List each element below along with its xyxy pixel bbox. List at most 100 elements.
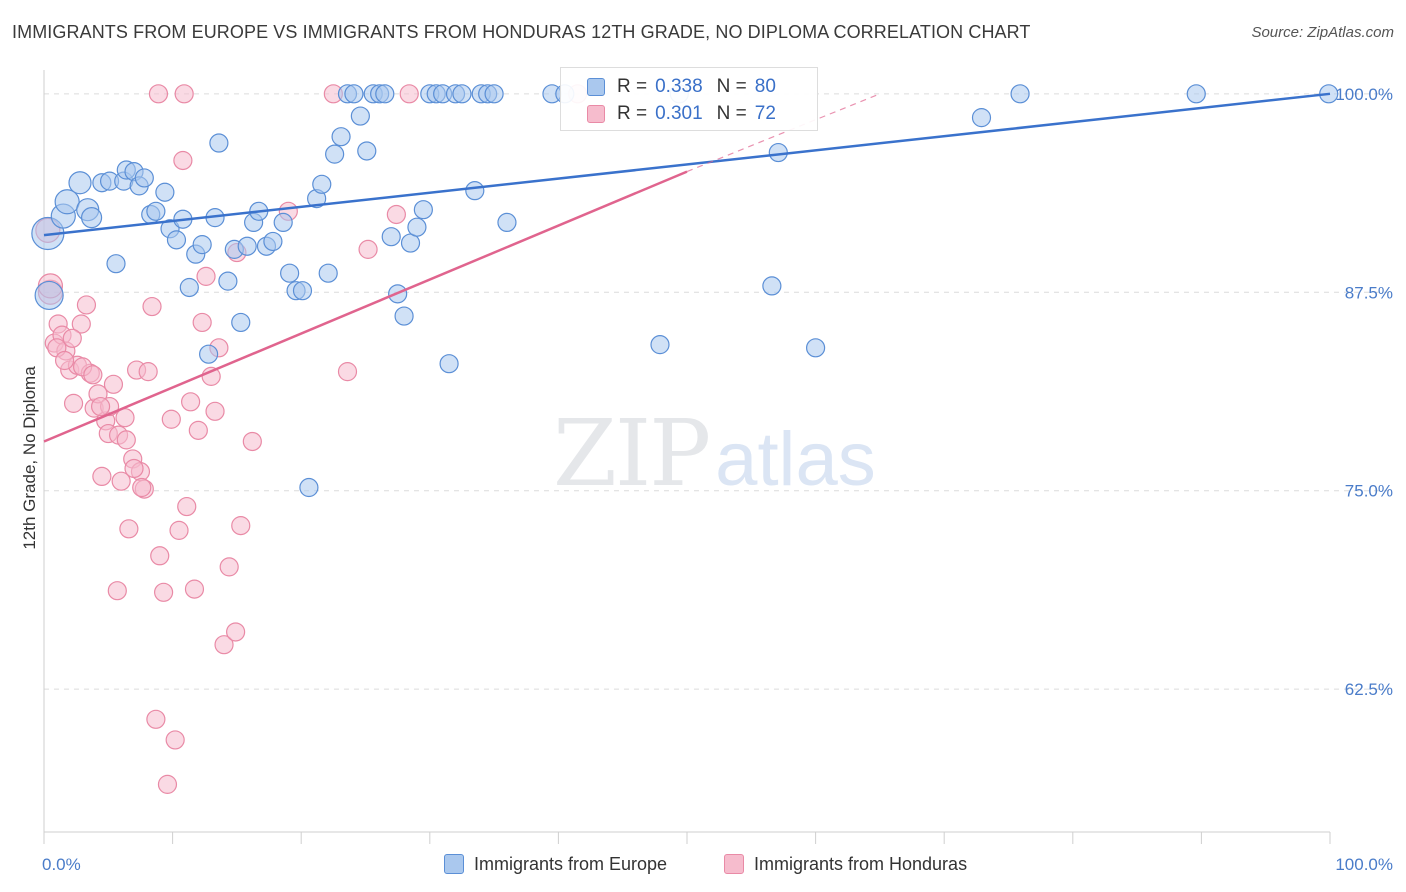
europe-point <box>166 230 187 250</box>
honduras-point <box>219 557 239 577</box>
europe-point <box>179 277 199 298</box>
honduras-point <box>196 266 216 286</box>
europe-point <box>1010 84 1030 104</box>
europe-point <box>218 271 238 291</box>
europe-point <box>54 189 80 215</box>
europe-r-value: 0.338 <box>655 76 703 97</box>
europe-point <box>312 174 332 194</box>
bottom-legend-europe: Immigrants from Europe <box>444 852 667 876</box>
europe-trend-line <box>43 92 1331 237</box>
europe-point <box>34 280 64 311</box>
honduras-point <box>174 84 194 104</box>
honduras-point <box>76 295 97 315</box>
honduras-trend-extension <box>686 93 881 173</box>
europe-point <box>497 212 517 232</box>
series-honduras-points <box>35 84 588 794</box>
europe-point <box>413 200 433 220</box>
honduras-point <box>146 709 166 729</box>
europe-point <box>231 312 251 333</box>
honduras-point <box>358 239 378 259</box>
legend-row-europe: R = 0.338 N = 80 <box>587 74 790 100</box>
honduras-point <box>242 431 262 452</box>
europe-point <box>155 182 175 202</box>
europe-n-label: N = <box>716 76 747 97</box>
honduras-point <box>214 635 234 655</box>
bottom-honduras-label: Immigrants from Honduras <box>754 853 968 874</box>
y-tick-label: 75.0% <box>1345 482 1393 501</box>
honduras-point <box>188 420 208 440</box>
europe-point <box>439 354 459 374</box>
y-tick-label: 62.5% <box>1345 680 1393 699</box>
tick-labels: 62.5% 75.0% 87.5% 100.0% 0.0% 100.0% <box>42 85 1393 874</box>
honduras-point <box>386 204 406 225</box>
honduras-trend-line <box>43 170 688 443</box>
honduras-point <box>116 430 136 450</box>
europe-point <box>134 168 154 188</box>
honduras-point <box>103 374 124 394</box>
europe-point <box>452 84 472 104</box>
europe-point <box>971 108 992 128</box>
europe-point <box>357 141 377 161</box>
honduras-swatch <box>587 105 605 123</box>
europe-point <box>331 127 351 147</box>
honduras-point <box>132 477 152 498</box>
europe-point <box>465 181 485 201</box>
honduras-point <box>173 150 193 171</box>
bottom-europe-label: Immigrants from Europe <box>474 853 668 874</box>
bottom-europe-swatch <box>444 854 464 874</box>
europe-swatch <box>587 78 605 96</box>
honduras-point <box>54 350 75 371</box>
chart-title: IMMIGRANTS FROM EUROPE VS IMMIGRANTS FRO… <box>12 22 1031 42</box>
europe-point <box>805 338 826 358</box>
europe-point <box>146 201 166 221</box>
europe-point <box>375 84 395 104</box>
honduras-point <box>161 409 181 429</box>
europe-point <box>292 281 313 301</box>
honduras-n-value: 72 <box>754 103 776 124</box>
europe-point <box>80 207 103 229</box>
honduras-point <box>63 393 84 413</box>
honduras-point <box>124 458 144 479</box>
bottom-legend-honduras: Immigrants from Honduras <box>724 852 967 876</box>
europe-point <box>209 133 229 153</box>
honduras-point <box>231 516 251 536</box>
correlation-legend: R = 0.338 N = 80 R = 0.301 N = 72 <box>560 67 818 131</box>
honduras-point <box>192 312 212 333</box>
honduras-point <box>169 520 189 540</box>
europe-r-label: R = <box>617 76 648 97</box>
watermark-atlas: atlas <box>715 417 876 502</box>
grid-lines <box>44 93 1392 690</box>
europe-point <box>344 84 364 104</box>
honduras-point <box>157 774 178 794</box>
honduras-point <box>153 582 174 602</box>
europe-point <box>106 254 126 274</box>
axes <box>43 70 1331 844</box>
legend-row-honduras: R = 0.301 N = 72 <box>587 101 790 127</box>
x-tick-label-min: 0.0% <box>42 855 81 874</box>
honduras-r-label: R = <box>617 103 648 124</box>
source-credit: Source: ZipAtlas.com <box>1251 24 1394 41</box>
series-europe-points <box>31 84 1339 498</box>
europe-point <box>273 212 293 232</box>
honduras-point <box>177 496 197 517</box>
europe-point <box>381 227 401 247</box>
europe-n-value: 80 <box>754 76 776 97</box>
trend-lines <box>43 92 1331 443</box>
honduras-point <box>205 401 225 421</box>
europe-point <box>68 171 92 195</box>
y-tick-label: 87.5% <box>1345 283 1393 302</box>
europe-point <box>394 306 414 326</box>
bottom-honduras-swatch <box>724 854 744 874</box>
honduras-point <box>148 84 169 104</box>
honduras-point <box>90 396 111 417</box>
honduras-point <box>399 84 419 104</box>
honduras-point <box>337 362 358 382</box>
honduras-point <box>62 328 82 348</box>
europe-point <box>325 144 345 164</box>
europe-point <box>1186 84 1206 104</box>
europe-point <box>650 335 670 355</box>
honduras-point <box>181 392 201 412</box>
europe-point <box>762 276 782 296</box>
y-tick-label: 100.0% <box>1335 85 1393 104</box>
